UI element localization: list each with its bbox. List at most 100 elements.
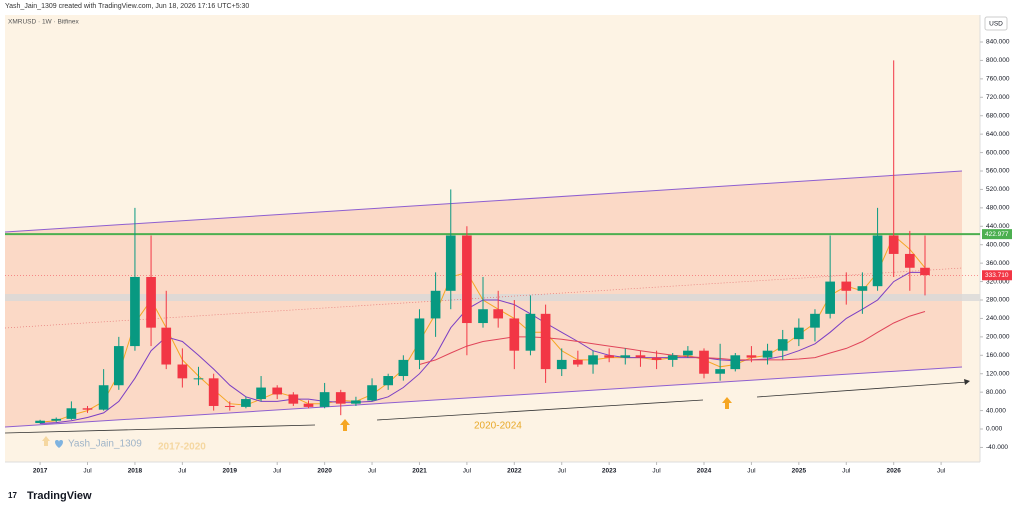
- y-tick-label: 0.000: [986, 426, 1003, 433]
- y-tick-label: 200.000: [986, 334, 1010, 341]
- candle-body: [683, 350, 693, 356]
- candle-body: [319, 392, 330, 407]
- x-tick-label: Jul: [178, 468, 187, 475]
- y-tick-label: 40.000: [986, 407, 1006, 414]
- y-tick-label: 440.000: [986, 223, 1010, 230]
- y-tick-label: 640.000: [986, 131, 1010, 138]
- candle-body: [699, 350, 709, 374]
- y-tick-label: -40.000: [986, 444, 1008, 451]
- candle-body: [588, 355, 598, 365]
- currency-box[interactable]: [984, 16, 1008, 31]
- price-label-box: [982, 270, 1012, 281]
- y-tick-label: 120.000: [986, 370, 1010, 377]
- y-tick-label: 760.000: [986, 76, 1010, 83]
- candle-body: [256, 387, 266, 400]
- x-tick-label: 2025: [792, 468, 807, 475]
- y-tick-label: 840.000: [986, 39, 1010, 46]
- candle-body: [888, 235, 899, 254]
- x-tick-label: Jul: [652, 468, 661, 475]
- candle-body: [604, 355, 614, 358]
- candle-body: [288, 394, 299, 404]
- candle-body: [493, 309, 504, 319]
- candle-body: [462, 235, 472, 324]
- y-tick-label: 400.000: [986, 241, 1010, 248]
- candle-body: [841, 281, 852, 291]
- x-tick-label: Jul: [842, 468, 851, 475]
- channel-lower: [4, 366, 963, 428]
- trendline: [4, 424, 316, 434]
- candle-body: [398, 359, 409, 377]
- y-tick-label: 520.000: [986, 186, 1010, 193]
- candle-body: [98, 385, 109, 410]
- candle-body: [794, 327, 804, 340]
- x-tick-label: 2017: [33, 468, 48, 475]
- candle-body: [762, 350, 773, 358]
- y-tick-label: 800.000: [986, 57, 1010, 64]
- candle-body: [177, 364, 188, 379]
- price-label: 333.710: [985, 272, 1009, 279]
- x-tick-label: Jul: [368, 468, 377, 475]
- candle-body: [51, 418, 62, 421]
- up-arrow: [340, 419, 350, 431]
- candle-body: [224, 405, 235, 407]
- trendline: [756, 381, 969, 398]
- candle-body: [383, 376, 394, 386]
- candle-body: [715, 369, 725, 374]
- x-tick-label: 2021: [412, 468, 427, 475]
- x-tick-label: Jul: [558, 468, 567, 475]
- x-tick-label: Jul: [463, 468, 472, 475]
- candle-body: [556, 359, 567, 370]
- x-tick-label: Jul: [83, 468, 92, 475]
- y-tick-label: 560.000: [986, 168, 1010, 175]
- candle-body: [335, 392, 346, 404]
- x-tick-label: Jul: [273, 468, 282, 475]
- candle-body: [208, 378, 219, 406]
- price-label-box: [982, 229, 1012, 240]
- watermark: Yash_Jain_1309: [68, 439, 142, 450]
- up-arrow: [722, 397, 732, 409]
- x-tick-label: 2024: [697, 468, 712, 475]
- candle-body: [746, 355, 757, 358]
- y-tick-label: 680.000: [986, 112, 1010, 119]
- y-tick-label: 360.000: [986, 260, 1010, 267]
- candle-body: [478, 309, 488, 324]
- x-tick-label: Jul: [747, 468, 756, 475]
- candle-body: [651, 357, 662, 360]
- x-tick-label: 2018: [128, 468, 143, 475]
- y-tick-label: 720.000: [986, 94, 1010, 101]
- candle-body: [430, 290, 441, 319]
- y-tick-label: 160.000: [986, 352, 1010, 359]
- channel-upper: [4, 170, 963, 233]
- candle-body: [525, 313, 536, 351]
- x-tick-label: 2020: [317, 468, 332, 475]
- candle-body: [66, 408, 77, 419]
- candle-body: [777, 339, 788, 351]
- candle-body: [113, 346, 124, 386]
- candle-body: [620, 355, 631, 358]
- support-zone: [5, 294, 980, 301]
- candle-body: [857, 286, 868, 291]
- candle-body: [367, 385, 377, 401]
- candle-body: [540, 313, 551, 370]
- x-tick-label: Jul: [937, 468, 946, 475]
- candle-body: [272, 387, 283, 395]
- candle-body: [872, 235, 883, 287]
- brand[interactable]: TradingView: [27, 490, 92, 502]
- y-tick-label: 600.000: [986, 149, 1010, 156]
- trendline: [376, 399, 704, 421]
- candle-body: [635, 355, 646, 358]
- candle-body: [241, 399, 251, 407]
- candle-body: [573, 359, 583, 365]
- candle-body: [351, 400, 361, 404]
- candle-body: [146, 276, 156, 328]
- x-tick-label: 2022: [507, 468, 522, 475]
- candle-body: [904, 253, 915, 268]
- x-tick-label: 2019: [223, 468, 238, 475]
- candle-body: [825, 281, 835, 314]
- candle-body: [667, 355, 678, 360]
- y-tick-label: 240.000: [986, 315, 1010, 322]
- candle-body: [130, 276, 140, 347]
- annotation: 2017-2020: [158, 442, 206, 453]
